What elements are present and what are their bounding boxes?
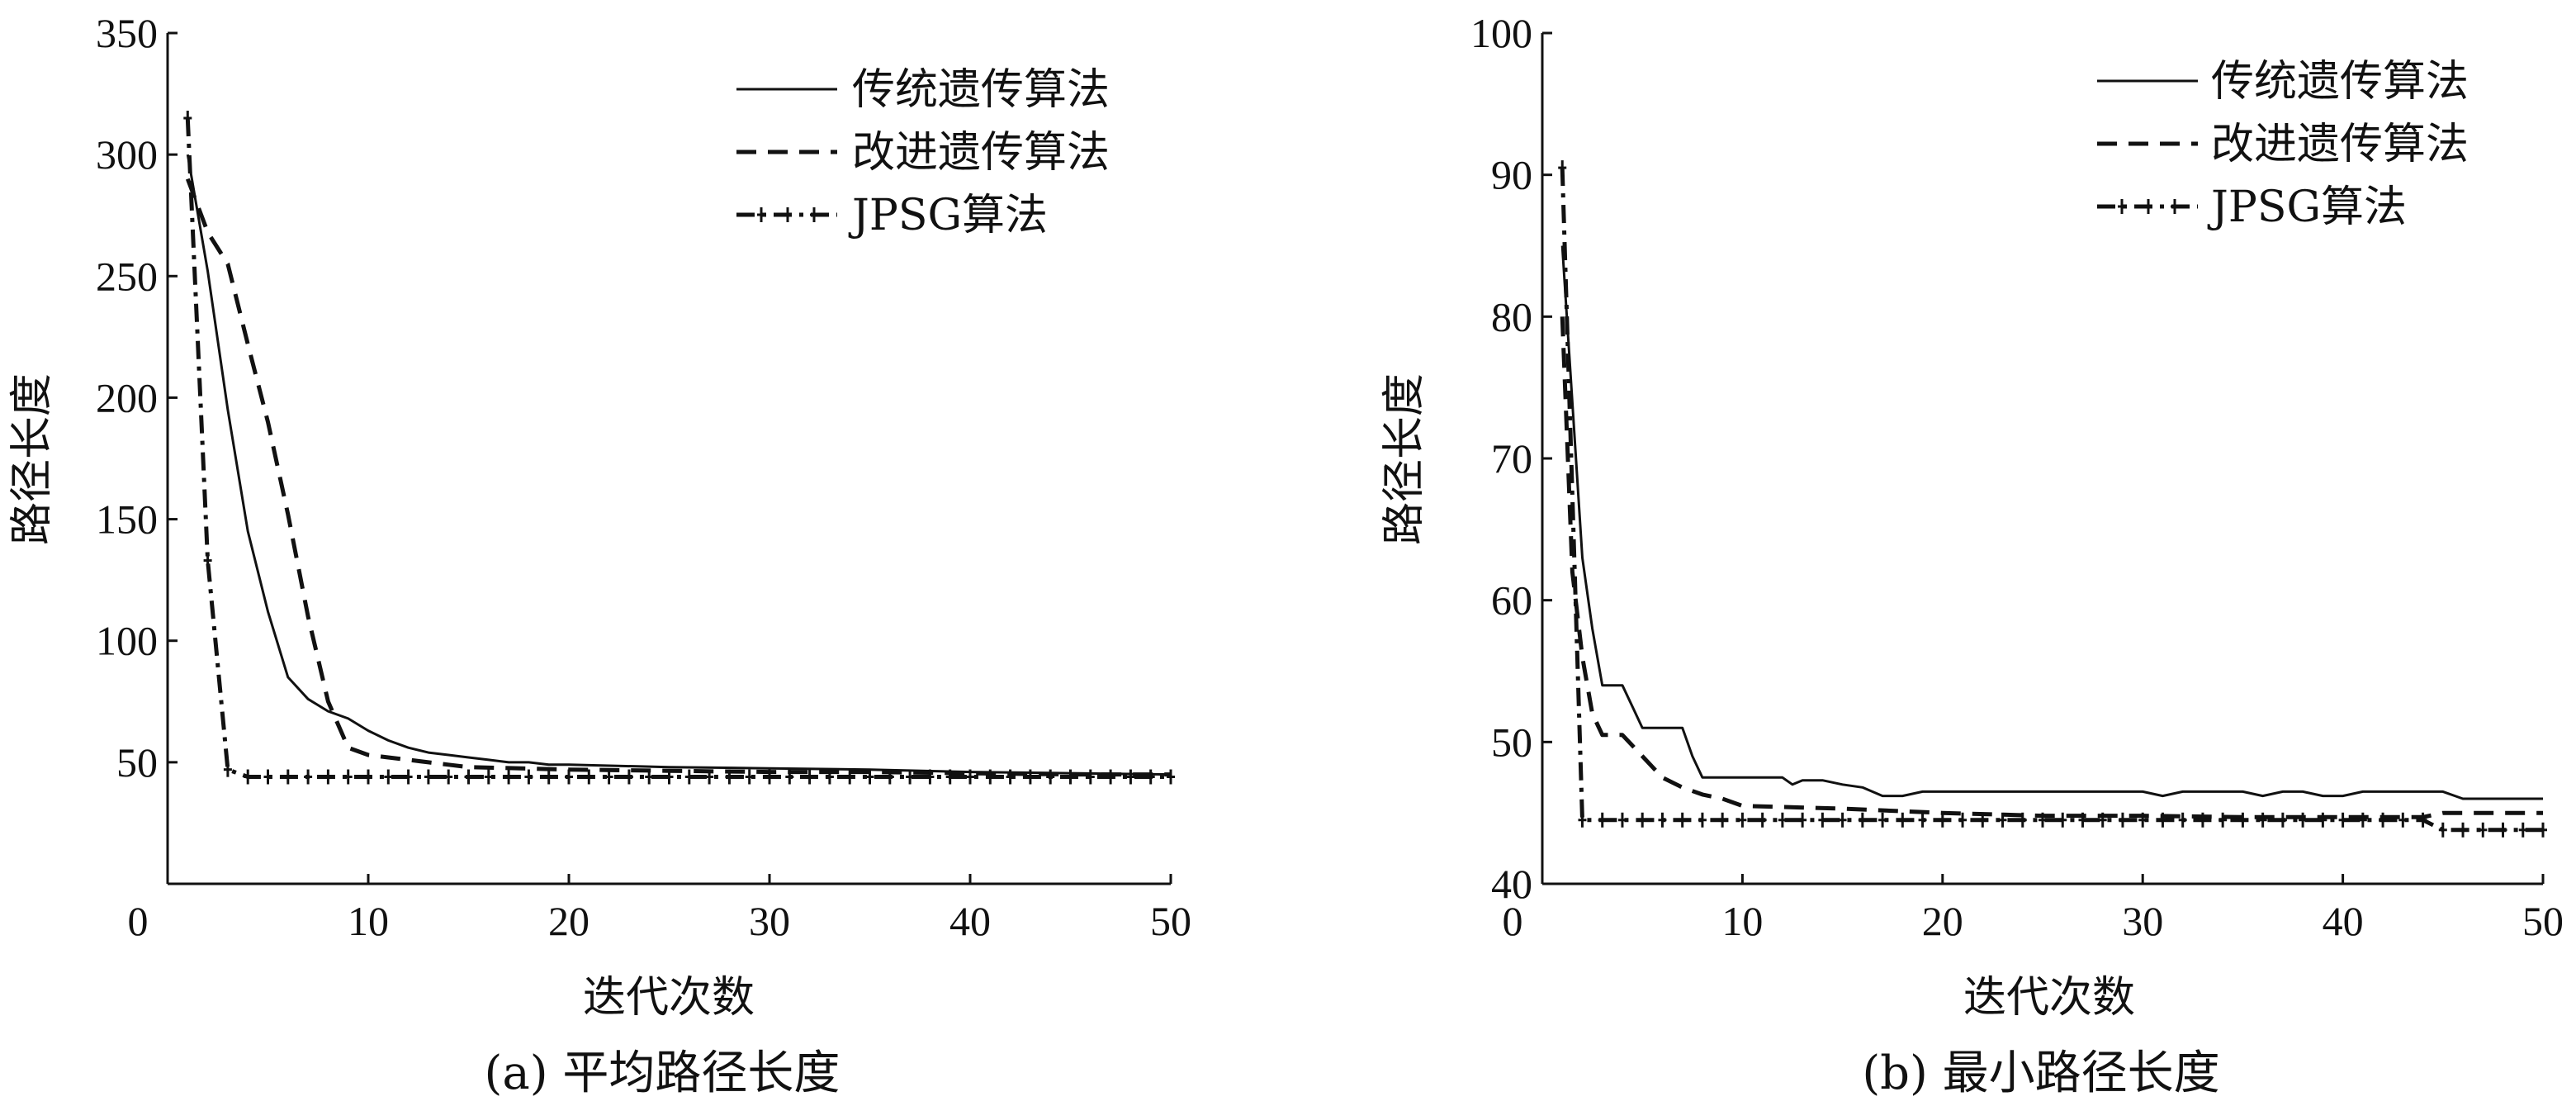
y-tick-label-a: 150 (96, 496, 158, 543)
x-tick-label-a: 10 (348, 898, 389, 944)
ticks-a: 0 10 20 30 40 50 50 100 150 200 250 300 350 (96, 10, 1191, 944)
x-tick-label-b: 30 (2122, 898, 2163, 944)
x-axis-label-a: 迭代次数 (583, 973, 755, 1023)
legend-label-b-1: 改进遗传算法 (2211, 120, 2469, 169)
x-tick-label-b: 20 (1922, 898, 1963, 944)
y-tick-label-a: 50 (116, 739, 158, 786)
y-tick-label-a: 300 (96, 131, 158, 178)
y-axis-label-b: 路径长度 (1380, 373, 1429, 545)
caption-b: (b) 最小路径长度 (1862, 1047, 2219, 1100)
x-tick-label-a: 30 (749, 898, 790, 944)
series-line-a-1 (185, 178, 1171, 777)
y-tick-label-b: 50 (1491, 719, 1532, 765)
legend-label-a-1: 改进遗传算法 (852, 128, 1110, 178)
x-tick-label-b: 50 (2522, 898, 2564, 944)
legend-label-a-0: 传统遗传算法 (852, 65, 1110, 115)
x-tick-label-b: 40 (2323, 898, 2364, 944)
x-axis-label-b: 迭代次数 (1963, 973, 2135, 1023)
y-tick-label-b: 60 (1491, 577, 1532, 624)
series-line-b-2 (1560, 168, 2543, 833)
y-tick-label-a: 250 (96, 253, 158, 299)
y-tick-label-b: 90 (1491, 152, 1532, 198)
caption-a: (a) 平均路径长度 (485, 1047, 841, 1100)
series-line-b-0 (1560, 245, 2543, 800)
series-line-a-0 (186, 154, 1172, 776)
x-tick-label-b: 0 (1503, 898, 1523, 944)
legend-label-a-2: JPSG算法 (848, 191, 1048, 240)
legend-label-b-0: 传统遗传算法 (2211, 57, 2469, 107)
series-line-b-1 (1560, 316, 2543, 819)
y-tick-label-a: 200 (96, 374, 158, 420)
x-tick-label-a: 50 (1150, 898, 1191, 944)
x-tick-label-a: 0 (128, 898, 149, 944)
legend-label-b-2: JPSG算法 (2207, 183, 2407, 232)
y-axis-label-a: 路径长度 (7, 373, 57, 545)
y-tick-label-a: 350 (96, 10, 158, 56)
axes-a (166, 33, 1171, 885)
y-tick-label-b: 100 (1470, 10, 1532, 56)
y-tick-label-b: 40 (1491, 861, 1532, 907)
series-line-a-2 (185, 117, 1171, 779)
ticks-b: 0 10 20 30 40 50 40 50 60 70 80 90 100 (1470, 10, 2564, 944)
series-layer-b (1558, 160, 2547, 838)
panel-average-path-length: 0 10 20 30 40 50 50 100 150 200 250 300 350 传统遗传算法改进… (7, 10, 1191, 1100)
y-tick-label-b: 80 (1491, 293, 1532, 339)
y-tick-label-b: 70 (1491, 435, 1532, 482)
x-tick-label-a: 40 (949, 898, 991, 944)
series-layer-a (183, 111, 1175, 785)
x-tick-label-b: 10 (1721, 898, 1763, 944)
x-tick-label-a: 20 (548, 898, 590, 944)
y-tick-label-a: 100 (96, 618, 158, 664)
